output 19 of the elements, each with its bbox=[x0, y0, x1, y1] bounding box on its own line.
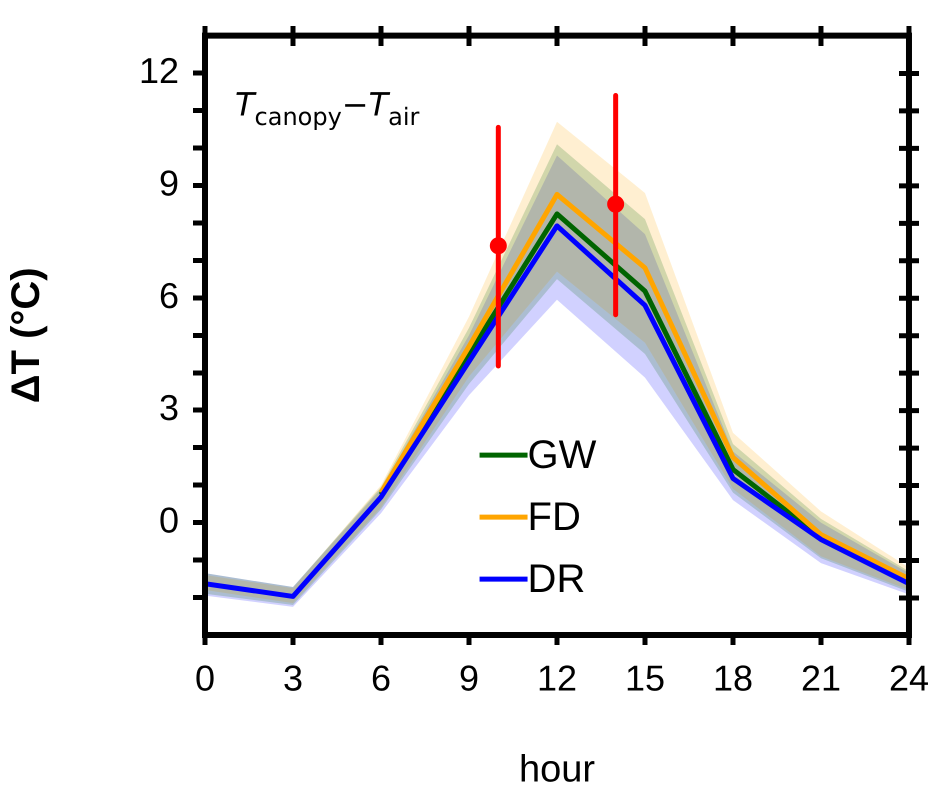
x-tick-label: 21 bbox=[800, 658, 842, 699]
y-axis-title: ΔT (°C) bbox=[4, 267, 48, 404]
x-tick-label: 24 bbox=[888, 658, 929, 699]
x-tick-label: 6 bbox=[370, 658, 392, 699]
x-tick-label: 18 bbox=[712, 658, 754, 699]
x-tick-label: 0 bbox=[194, 658, 216, 699]
y-tick-label: 6 bbox=[158, 274, 179, 316]
y-tick-label: 0 bbox=[158, 500, 179, 541]
y-tick-label: 9 bbox=[158, 162, 179, 204]
legend-label: DR bbox=[528, 557, 586, 602]
x-axis-title: hour bbox=[518, 748, 596, 791]
y-tick-label: 3 bbox=[158, 387, 179, 428]
x-tick-label: 15 bbox=[624, 658, 666, 699]
x-tick-label: 9 bbox=[458, 658, 480, 699]
x-tick-label: 12 bbox=[536, 658, 578, 699]
legend-label: GW bbox=[528, 433, 597, 478]
y-tick-label: 12 bbox=[138, 50, 179, 91]
x-tick-label: 3 bbox=[282, 658, 304, 699]
legend-label: FD bbox=[528, 495, 581, 540]
